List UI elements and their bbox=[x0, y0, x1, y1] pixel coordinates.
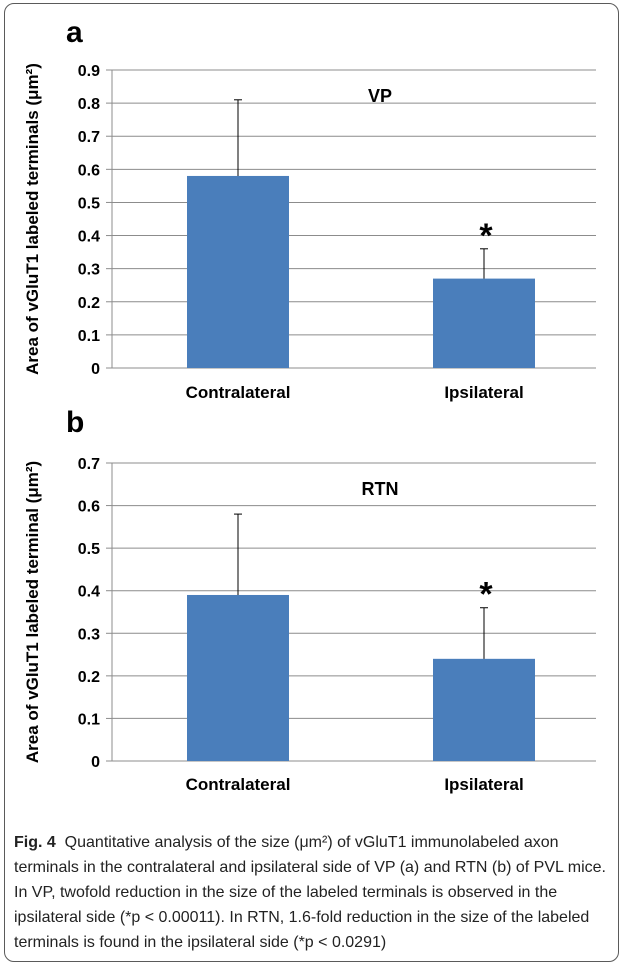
y-tick-label: 0.3 bbox=[78, 262, 100, 279]
x-category-label: Ipsilateral bbox=[444, 775, 523, 794]
significance-marker: * bbox=[479, 217, 493, 255]
x-category-label: Ipsilateral bbox=[444, 383, 523, 402]
y-tick-label: 0.5 bbox=[78, 195, 100, 212]
y-tick-label: 0.1 bbox=[78, 711, 100, 728]
bar-contralateral bbox=[187, 594, 289, 761]
y-tick-label: 0.5 bbox=[78, 541, 100, 558]
y-tick-label: 0.6 bbox=[78, 162, 100, 179]
chart-panel-b: b 0 0.1 0.2 0.3 0.4 0.5 0.6 0.7 Area of vGluT1 la… bbox=[23, 406, 596, 794]
y-tick-label: 0 bbox=[91, 361, 100, 378]
figure-frame bbox=[4, 3, 619, 962]
panel-letter: b bbox=[66, 406, 84, 439]
y-tick-label: 0.7 bbox=[78, 129, 100, 146]
y-tick-label: 0.7 bbox=[78, 456, 100, 473]
caption-text: Quantitative analysis of the size (μm²) … bbox=[14, 834, 606, 951]
y-tick-label: 0.4 bbox=[78, 584, 100, 601]
figure-charts: a 0 0.1 0.2 0.3 0.4 0.5 0.6 0.7 0.8 0.9 Area of vGl… bbox=[23, 16, 596, 794]
y-tick-label: 0 bbox=[91, 754, 100, 771]
y-tick-label: 0.2 bbox=[78, 669, 100, 686]
y-axis-label: Area of vGluT1 labeled terminals (μm²) bbox=[23, 63, 42, 375]
x-category-label: Contralateral bbox=[186, 383, 291, 402]
significance-marker: * bbox=[479, 576, 493, 614]
chart-title: RTN bbox=[362, 479, 399, 499]
panel-letter: a bbox=[66, 16, 83, 49]
y-tick-label: 0.4 bbox=[78, 229, 100, 246]
chart-panel-a: a 0 0.1 0.2 0.3 0.4 0.5 0.6 0.7 0.8 0.9 Area of vGl… bbox=[23, 16, 596, 402]
caption-label: Fig. 4 bbox=[14, 834, 56, 851]
y-tick-label: 0.3 bbox=[78, 626, 100, 643]
y-tick-label: 0.6 bbox=[78, 499, 100, 516]
y-tick-label: 0.8 bbox=[78, 96, 100, 113]
bar-ipsilateral bbox=[433, 658, 535, 761]
chart-title: VP bbox=[368, 86, 392, 106]
figure-caption: Fig. 4 Quantitative analysis of the size… bbox=[14, 830, 610, 955]
y-tick-label: 0.2 bbox=[78, 295, 100, 312]
y-tick-label: 0.9 bbox=[78, 63, 100, 80]
y-axis-label: Area of vGluT1 labeled terminal (μm²) bbox=[23, 461, 42, 763]
x-category-label: Contralateral bbox=[186, 775, 291, 794]
bar-contralateral bbox=[187, 175, 289, 368]
y-tick-label: 0.1 bbox=[78, 328, 100, 345]
bar-ipsilateral bbox=[433, 278, 535, 368]
